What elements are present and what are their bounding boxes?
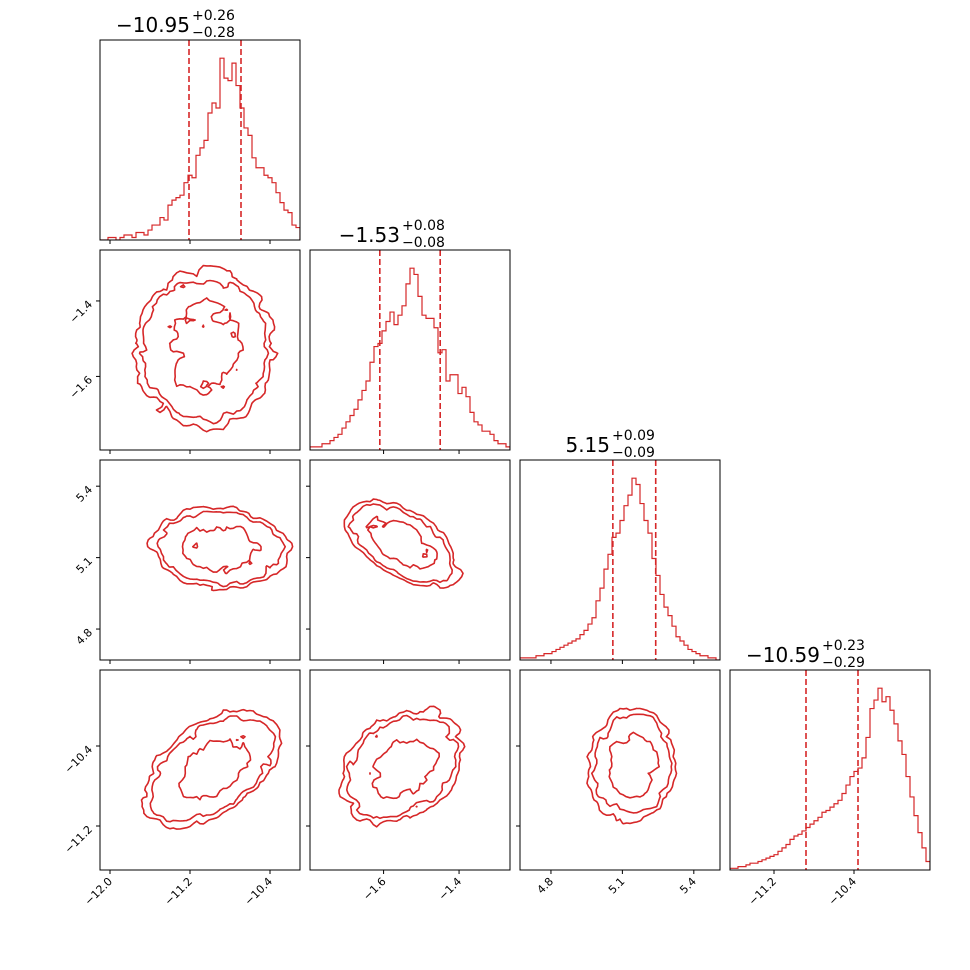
histogram-plot-area-2 (520, 460, 720, 660)
contour-area-3-2 (586, 707, 678, 825)
contour-level-3-0-1 (149, 715, 277, 823)
histogram-plot-area-1 (310, 250, 510, 450)
y-tick-label-2-0: 4.8 (74, 626, 96, 648)
contour-level-3-2-1 (591, 713, 673, 814)
histogram-panel-2 (519, 459, 721, 661)
histogram-plot-area-0 (100, 40, 300, 240)
contour-area-3-0 (140, 708, 283, 830)
title-median-3: −10.59 (746, 643, 820, 667)
contour-level-3-0-2 (140, 708, 283, 830)
contour-level-3-2-2 (586, 707, 678, 825)
y-tick-label-1-1: −1.4 (67, 298, 95, 326)
contour-area-3-1 (338, 705, 466, 828)
histogram-steps-0 (100, 57, 300, 240)
panel-1-0 (99, 249, 301, 451)
panel-3-2 (519, 669, 721, 871)
histogram-steps-2 (520, 477, 720, 660)
histogram-plot-area-3 (730, 670, 930, 870)
y-tick-label-2-2: 5.4 (74, 483, 96, 505)
y-tick-label-2-1: 5.1 (74, 555, 96, 577)
contour-level-3-1-2 (338, 705, 466, 828)
title-minus-2: −0.09 (612, 445, 655, 461)
x-tick-label-3-0: −11.2 (746, 875, 779, 908)
histogram-frame-1 (309, 249, 511, 451)
contour-level-3-2-0 (608, 731, 660, 799)
title-median-2: 5.15 (565, 433, 610, 457)
panel-3-0 (99, 669, 301, 871)
panel-frame-2-1 (309, 459, 511, 661)
x-tick-label-2-0: 4.8 (535, 875, 557, 897)
title-plus-0: +0.26 (192, 8, 235, 24)
contour-level-3-1-1 (345, 714, 460, 820)
contour-level-2-0-2 (146, 505, 294, 592)
y-tick-label-3-1: −10.4 (62, 743, 95, 776)
contour-level-1-0-2 (131, 264, 279, 433)
panel-2-0 (99, 459, 301, 661)
x-tick-label-1-1: −1.4 (436, 875, 464, 903)
x-tick-label-0-0: −12.0 (82, 875, 115, 908)
panel-title-3: −10.59 +0.23−0.29 (746, 638, 865, 671)
x-tick-label-1-0: −1.6 (361, 875, 389, 903)
title-plus-3: +0.23 (822, 638, 865, 654)
contour-area-2-1 (343, 498, 464, 589)
contour-level-1-0-1 (138, 279, 270, 425)
title-minus-3: −0.29 (822, 655, 865, 671)
histogram-panel-3 (729, 669, 931, 871)
title-minus-1: −0.08 (402, 235, 445, 251)
panel-2-1 (309, 459, 511, 661)
histogram-steps-3 (730, 687, 930, 870)
panel-3-1 (309, 669, 511, 871)
histogram-frame-2 (519, 459, 721, 661)
histogram-panel-0 (99, 39, 301, 241)
x-tick-label-0-2: −10.4 (242, 875, 275, 908)
panel-title-2: 5.15 +0.09−0.09 (565, 428, 654, 461)
y-tick-label-3-0: −11.2 (62, 823, 95, 856)
title-median-0: −10.95 (116, 13, 190, 37)
y-tick-label-1-0: −1.6 (67, 373, 95, 401)
title-median-1: −1.53 (339, 223, 400, 247)
contour-level-2-0-0 (181, 525, 262, 575)
contour-area-1-0 (131, 264, 279, 433)
panel-frame-3-0 (99, 669, 301, 871)
title-minus-0: −0.28 (192, 25, 235, 41)
x-tick-label-2-2: 5.4 (677, 875, 699, 897)
panel-frame-2-0 (99, 459, 301, 661)
panel-frame-3-1 (309, 669, 511, 871)
x-tick-label-2-1: 5.1 (606, 875, 628, 897)
contour-level-2-1-2 (343, 498, 464, 589)
contour-level-2-1-0 (365, 515, 438, 570)
panel-title-1: −1.53 +0.08−0.08 (339, 218, 445, 251)
contour-level-3-0-0 (178, 735, 252, 801)
panel-title-0: −10.95 +0.26−0.28 (116, 8, 235, 41)
title-plus-2: +0.09 (612, 428, 655, 444)
contour-level-1-0-0 (167, 297, 244, 396)
contour-area-2-0 (146, 505, 294, 592)
histogram-panel-1 (309, 249, 511, 451)
panel-frame-1-0 (99, 249, 301, 451)
histogram-frame-0 (99, 39, 301, 241)
x-tick-label-0-1: −11.2 (162, 875, 195, 908)
contour-level-2-0-1 (156, 510, 286, 588)
histogram-frame-3 (729, 669, 931, 871)
contour-level-3-1-0 (369, 738, 440, 800)
panel-frame-3-2 (519, 669, 721, 871)
title-plus-1: +0.08 (402, 218, 445, 234)
histogram-steps-1 (310, 267, 510, 450)
contour-level-2-1-1 (347, 503, 453, 584)
x-tick-label-3-1: −10.4 (826, 875, 859, 908)
